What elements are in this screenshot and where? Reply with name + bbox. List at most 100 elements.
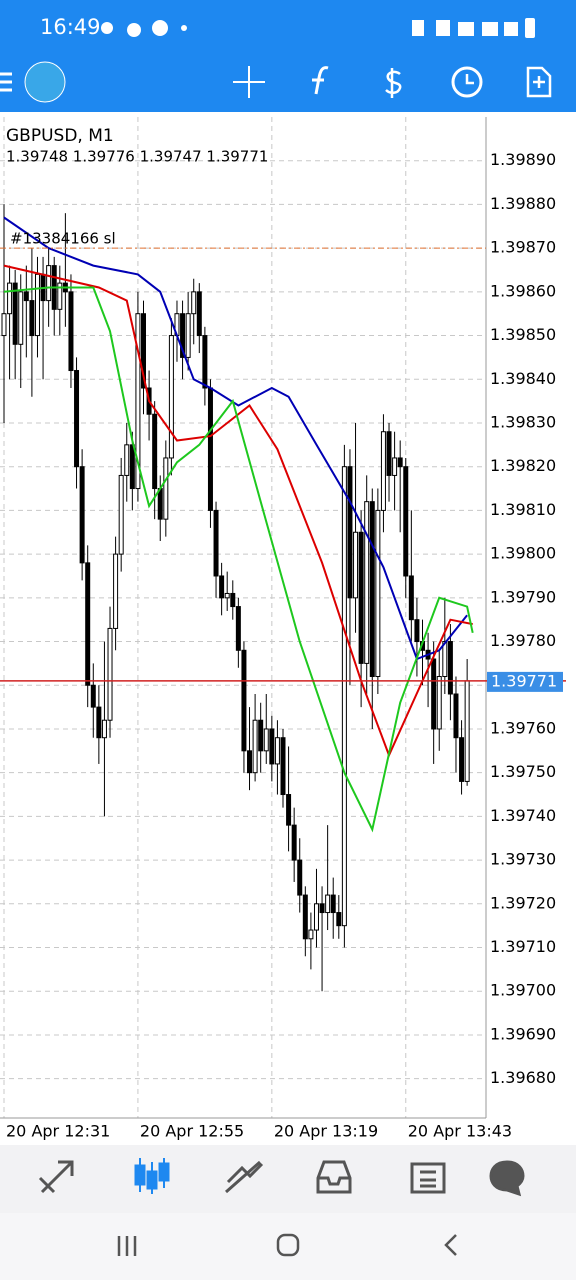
y-tick-label: 1.39700 (490, 981, 556, 1000)
chat-tab[interactable] (489, 1160, 525, 1197)
x-tick-label: 20 Apr 13:43 (408, 1122, 512, 1141)
y-tick-label: 1.39680 (490, 1068, 556, 1087)
candle-body (168, 335, 174, 459)
candle-body (436, 676, 442, 730)
app-bar (0, 0, 576, 112)
candle-body (85, 562, 91, 686)
candle-body (319, 903, 325, 914)
candle-body (213, 509, 219, 577)
candle-body (113, 553, 119, 629)
candle-body (118, 474, 124, 555)
candle-body (442, 641, 448, 678)
candle-body (107, 627, 113, 721)
candle-body (341, 466, 347, 927)
chart-tab[interactable] (134, 1158, 170, 1194)
candle-body (185, 313, 191, 358)
status-icons (101, 18, 535, 38)
candle-body (386, 431, 392, 476)
crosshair-button[interactable] (233, 66, 265, 98)
candle-body (347, 466, 353, 599)
candle-body (464, 680, 470, 782)
trade-tab[interactable] (225, 1160, 264, 1194)
candle-body (230, 592, 236, 608)
candle-body (330, 894, 336, 914)
y-tick-label: 1.39760 (490, 718, 556, 737)
timeframe-button[interactable] (451, 66, 483, 98)
symbol-label: GBPUSD, M1 (6, 126, 114, 146)
candle-body (286, 794, 292, 826)
system-nav (0, 1213, 576, 1280)
candle-body (397, 457, 403, 468)
history-tab[interactable] (316, 1160, 352, 1194)
candle-body (79, 466, 85, 564)
candle-body (96, 706, 102, 739)
quotes-tab[interactable] (38, 1160, 74, 1194)
home-button[interactable] (276, 1233, 300, 1257)
price-label: 1.39771 (491, 671, 557, 690)
candle-body (235, 606, 241, 651)
y-tick-label: 1.39690 (490, 1024, 556, 1043)
candle-body (202, 335, 208, 389)
candle-body (163, 457, 169, 520)
candle-body (358, 531, 364, 664)
candle-body (207, 387, 213, 511)
candle-body (74, 370, 80, 468)
recents-button[interactable] (117, 1236, 137, 1256)
bottom-nav-icons (38, 1158, 525, 1197)
objects-button[interactable] (385, 68, 402, 98)
candle-body (313, 903, 319, 931)
candle-body (353, 531, 359, 599)
candle-body (302, 894, 308, 940)
candle-body (135, 313, 141, 490)
moving-average (3, 216, 468, 661)
y-tick-label: 1.39870 (490, 238, 556, 257)
candle-body (7, 282, 13, 315)
y-tick-label: 1.39860 (490, 281, 556, 300)
candle-body (90, 684, 96, 708)
candle-body (23, 291, 29, 302)
y-tick-label: 1.39890 (490, 150, 556, 169)
candle-body (57, 282, 63, 310)
candle-body (68, 291, 74, 372)
candle-body (196, 291, 202, 337)
app-logo (24, 61, 66, 103)
candle-body (414, 619, 420, 643)
menu-button[interactable] (0, 72, 12, 92)
candle-body (280, 737, 286, 796)
back-button[interactable] (444, 1234, 457, 1256)
candle-body (364, 501, 370, 664)
chart: 1.39890 1.39880 1.39870 1.39860 1.39850 1.398… (0, 117, 566, 1141)
candle-body (291, 824, 297, 861)
candle-body (124, 444, 130, 476)
candle-body (34, 273, 40, 337)
new-order-button[interactable] (526, 66, 552, 98)
indicators-button[interactable] (312, 66, 329, 95)
candle-body (325, 894, 331, 914)
moving-average (3, 264, 473, 758)
candle-body (12, 282, 18, 345)
candle-body (308, 929, 314, 940)
candle-body (369, 501, 375, 678)
candle-body (1, 313, 7, 337)
candle-body (18, 291, 24, 345)
candle-body (297, 859, 303, 896)
stop-loss-label: #13384166 sl (10, 230, 116, 248)
candle-body (157, 488, 163, 520)
y-tick-label: 1.39840 (490, 369, 556, 388)
y-tick-label: 1.39780 (490, 631, 556, 650)
y-tick-label: 1.39820 (490, 456, 556, 475)
candle-body (46, 265, 52, 302)
y-tick-label: 1.39800 (490, 544, 556, 563)
toolbar (0, 61, 552, 103)
candle-body (252, 719, 258, 774)
moving-average (3, 286, 474, 833)
candle-body (453, 693, 459, 739)
candle-body (431, 658, 437, 730)
candle-body (101, 719, 107, 739)
y-tick-label: 1.39850 (490, 325, 556, 344)
news-tab[interactable] (410, 1162, 446, 1194)
candle-body (263, 728, 269, 752)
candle-body (224, 592, 230, 599)
y-tick-label: 1.39880 (490, 194, 556, 213)
